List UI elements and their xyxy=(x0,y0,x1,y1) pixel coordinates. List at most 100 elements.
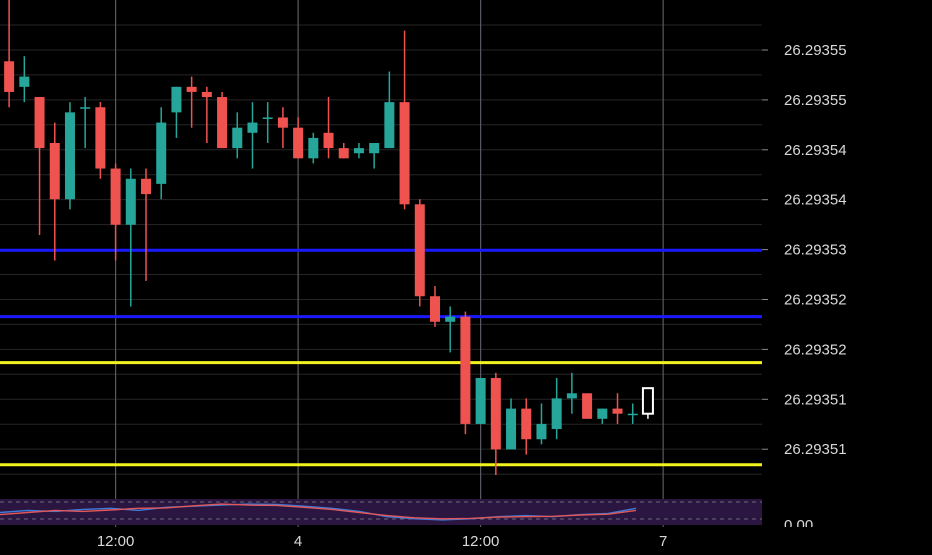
candle xyxy=(4,0,15,108)
candle-body xyxy=(95,107,106,169)
candle xyxy=(19,56,30,103)
candle xyxy=(551,377,562,440)
candle xyxy=(80,97,91,149)
price-tick-label: 26.29352 xyxy=(784,341,847,358)
candle xyxy=(353,143,364,159)
candle xyxy=(186,76,197,128)
candle-body xyxy=(597,408,608,419)
time-tick-label: 4 xyxy=(294,533,302,550)
candle xyxy=(156,107,167,200)
candle-body xyxy=(338,148,349,159)
price-tick-label: 26.29351 xyxy=(784,441,847,458)
candle-body xyxy=(460,316,471,424)
candle-body xyxy=(414,204,425,297)
candle xyxy=(429,286,440,327)
candle xyxy=(308,132,319,164)
candle xyxy=(460,311,471,435)
candle-body xyxy=(536,423,547,440)
price-tick-label: 26.29351 xyxy=(784,391,847,408)
candle-body xyxy=(369,143,380,154)
candle xyxy=(201,86,212,144)
oscillator-line xyxy=(0,503,637,521)
candle-body xyxy=(232,127,243,149)
candle xyxy=(141,168,152,281)
price-tick-label: 26.29352 xyxy=(784,292,847,309)
candle xyxy=(490,372,501,475)
candle-body xyxy=(490,377,501,450)
candle-body xyxy=(34,97,45,149)
candle xyxy=(64,102,75,210)
candle-body xyxy=(308,137,319,159)
candle-body xyxy=(384,102,395,149)
candle-body xyxy=(4,61,15,92)
candle xyxy=(612,393,623,424)
candle-body xyxy=(186,86,197,92)
candle xyxy=(399,30,410,210)
candle-body xyxy=(110,168,121,225)
candle xyxy=(262,102,273,144)
candle-body xyxy=(627,413,638,416)
candle-body xyxy=(475,377,486,424)
oscillator-line xyxy=(0,503,637,520)
candle-body xyxy=(64,112,75,200)
candle-body xyxy=(506,408,517,450)
candle-body xyxy=(201,91,212,98)
candle-body xyxy=(323,132,334,149)
candle xyxy=(323,97,334,159)
candle xyxy=(95,102,106,179)
candle xyxy=(369,143,380,169)
price-tick-label: 26.29355 xyxy=(784,42,847,59)
session-lines xyxy=(114,0,664,550)
candle xyxy=(414,199,425,307)
time-tick-label: 7 xyxy=(659,533,667,550)
candle-body xyxy=(19,76,30,87)
candle xyxy=(506,398,517,450)
candle xyxy=(582,393,593,419)
candle-body xyxy=(293,127,304,159)
candle xyxy=(232,112,243,159)
candle xyxy=(125,168,136,307)
time-axis[interactable]: 12:00 4 12:00 7 xyxy=(0,527,932,550)
price-tick-label: 26.29353 xyxy=(784,242,847,259)
candle-body xyxy=(582,393,593,419)
candle-body xyxy=(521,408,532,440)
candle xyxy=(536,403,547,445)
candle xyxy=(627,403,638,424)
candle xyxy=(49,122,60,261)
candle-body xyxy=(399,102,410,205)
time-axis-background xyxy=(0,527,932,550)
price-tick-label: 26.29354 xyxy=(784,142,847,159)
candle xyxy=(247,102,258,169)
candle-body xyxy=(612,408,623,414)
candle-body xyxy=(277,117,288,128)
oscillator-pane[interactable]: 0.00 xyxy=(0,499,813,534)
price-tick-label: 26.29354 xyxy=(784,192,847,209)
horizontal-levels[interactable] xyxy=(0,248,762,467)
time-tick-label: 12:00 xyxy=(462,533,500,550)
candle xyxy=(521,398,532,455)
candle xyxy=(293,117,304,159)
candle xyxy=(566,372,577,414)
candle xyxy=(641,387,654,419)
candle-body xyxy=(566,393,577,399)
oscillator-background xyxy=(0,499,762,525)
candle xyxy=(445,306,456,353)
candles xyxy=(4,0,654,475)
candle xyxy=(384,71,395,149)
candle xyxy=(277,107,288,149)
candle-body xyxy=(551,398,562,430)
price-tick-label: 26.29355 xyxy=(784,92,847,109)
candle-body xyxy=(171,86,182,113)
candle xyxy=(110,163,121,261)
candle xyxy=(597,408,608,424)
candle-body-live xyxy=(641,387,654,415)
candle-body xyxy=(156,122,167,184)
price-axis[interactable]: 26.29355 26.29355 26.29354 26.29354 26.29353… xyxy=(762,42,847,458)
candle-body xyxy=(247,122,258,133)
candle-body xyxy=(353,148,364,154)
candle xyxy=(475,377,486,424)
candle-body xyxy=(80,107,91,109)
candle-body xyxy=(262,117,273,119)
